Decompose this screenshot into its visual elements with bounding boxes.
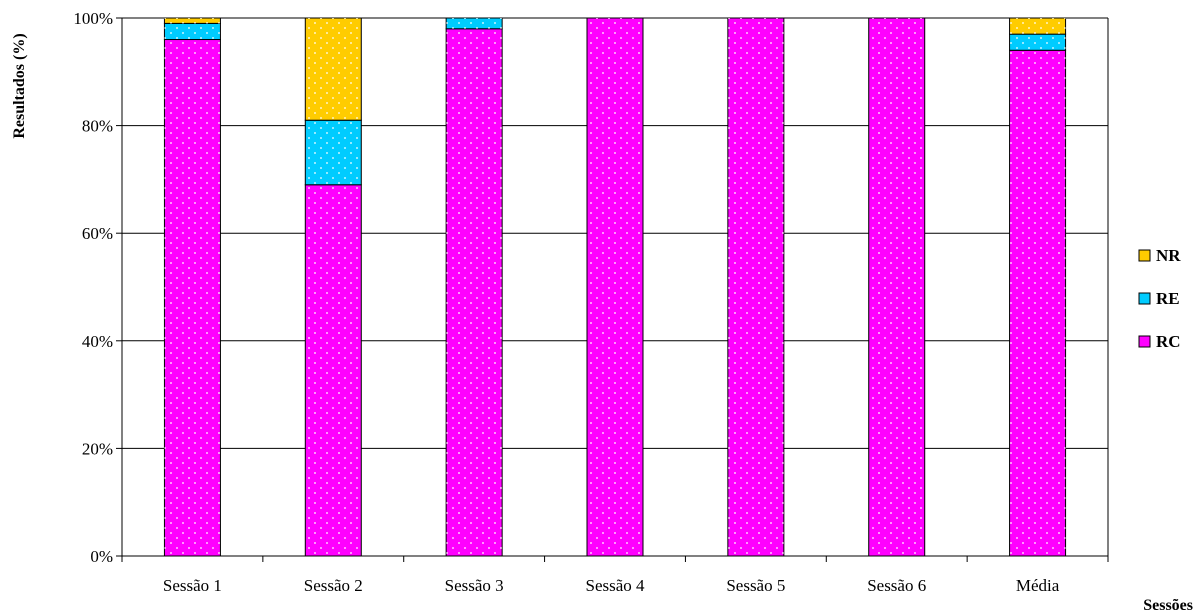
bar-segment-re	[304, 119, 362, 186]
x-category-label: Sessão 2	[304, 576, 363, 595]
bars	[163, 17, 1067, 557]
y-tick-labels: 0% 20% 40% 60% 80% 100%	[73, 9, 113, 566]
y-tick-label: 100%	[73, 9, 113, 28]
y-axis-title: Resultados (%)	[11, 33, 28, 138]
bar-segment-rc	[304, 184, 362, 557]
bar-segment-nr	[1009, 17, 1067, 35]
x-category-label: Sessão 5	[726, 576, 785, 595]
bar-segment-rc	[1009, 49, 1067, 557]
x-axis-title: Sessões	[1143, 597, 1193, 613]
bar-segment-rc	[868, 17, 926, 557]
y-tick-label: 80%	[82, 117, 113, 136]
y-tick-label: 0%	[90, 547, 113, 566]
bar-segment-nr	[163, 17, 221, 24]
axes	[116, 17, 1109, 562]
bar-segment-re	[163, 22, 221, 41]
x-category-labels: Sessão 1 Sessão 2 Sessão 3 Sessão 4 Sessão 5…	[163, 576, 1060, 595]
x-category-label: Sessão 3	[445, 576, 504, 595]
bar-segment-rc	[163, 39, 221, 557]
y-tick-label: 60%	[82, 224, 113, 243]
y-tick-label: 20%	[82, 439, 113, 458]
x-category-label: Sessão 4	[585, 576, 645, 595]
y-tick-label: 40%	[82, 332, 113, 351]
bar-segment-rc	[727, 17, 785, 557]
bar-segment-re	[445, 17, 503, 30]
bar-segment-re	[1009, 33, 1067, 51]
legend-swatch-nr	[1138, 249, 1151, 262]
bar-segment-rc	[586, 17, 644, 557]
x-category-label: Sessão 6	[867, 576, 926, 595]
legend-label-nr: NR	[1156, 246, 1181, 265]
bar-segment-rc	[445, 28, 503, 557]
legend-label-re: RE	[1156, 289, 1180, 308]
x-category-label: Média	[1016, 576, 1060, 595]
legend-swatch-rc	[1138, 335, 1151, 348]
legend-swatch-re	[1138, 292, 1151, 305]
x-category-label: Sessão 1	[163, 576, 222, 595]
legend-label-rc: RC	[1156, 332, 1181, 351]
bar-segment-nr	[304, 17, 362, 121]
legend: NR RE RC	[1138, 246, 1181, 351]
